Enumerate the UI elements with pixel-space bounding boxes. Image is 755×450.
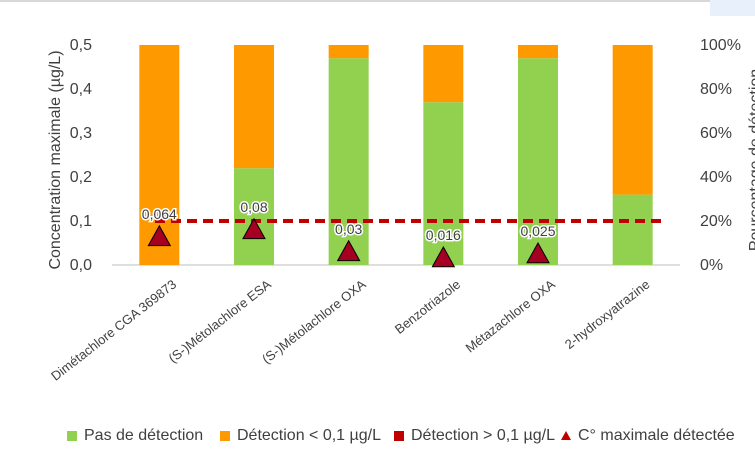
bar-segment bbox=[328, 58, 369, 266]
category-label: Dimétachlore CGA 369873 bbox=[48, 277, 179, 384]
right-tick-label: 100% bbox=[700, 37, 741, 54]
right-axis-title: Pourcentage de détection bbox=[747, 69, 755, 251]
category-label: (S-)Métolachlore OXA bbox=[259, 276, 369, 366]
max-triangle-marker bbox=[526, 241, 550, 264]
bar-segment bbox=[612, 45, 653, 195]
legend-triangle-marker bbox=[561, 431, 571, 440]
legend-square-marker bbox=[67, 431, 77, 441]
category-label: 2-hydroxyatrazine bbox=[562, 277, 653, 352]
bar-segment bbox=[518, 45, 558, 59]
right-tick-label: 80% bbox=[700, 81, 732, 98]
category-label: (S-)Métolachlore ESA bbox=[166, 276, 275, 365]
left-tick-label: 0,2 bbox=[70, 169, 92, 186]
legend-label: Détection < 0,1 µg/L bbox=[237, 427, 381, 444]
max-value-label: 0,08 bbox=[240, 199, 267, 215]
bar-segment bbox=[518, 58, 558, 266]
category-label: Benzotriazole bbox=[392, 277, 463, 337]
legend-square-marker bbox=[394, 431, 404, 441]
max-triangle-marker bbox=[336, 239, 361, 262]
left-tick-label: 0,1 bbox=[70, 213, 92, 230]
max-triangle-marker bbox=[431, 245, 456, 268]
left-tick-label: 0,4 bbox=[70, 81, 92, 98]
bar-segment bbox=[423, 102, 464, 265]
max-triangle-marker bbox=[242, 217, 266, 240]
bar-segment bbox=[423, 45, 464, 103]
max-triangle-marker bbox=[147, 224, 172, 247]
left-tick-label: 0,3 bbox=[70, 125, 92, 142]
right-tick-label: 20% bbox=[700, 213, 732, 230]
top-border bbox=[0, 0, 755, 2]
right-tick-label: 0% bbox=[700, 257, 723, 274]
legend-label: Pas de détection bbox=[84, 427, 203, 444]
corner-highlight bbox=[710, 0, 755, 16]
category-label: Métazachlore OXA bbox=[463, 276, 558, 355]
legend-label: Détection > 0,1 µg/L bbox=[411, 427, 555, 444]
left-tick-label: 0,0 bbox=[70, 257, 92, 274]
bar-segment bbox=[328, 45, 369, 59]
left-tick-label: 0,5 bbox=[70, 37, 92, 54]
legend-square-marker bbox=[220, 431, 230, 441]
bar-segment bbox=[234, 168, 274, 265]
max-value-label: 0,03 bbox=[335, 221, 362, 237]
right-tick-label: 40% bbox=[700, 169, 732, 186]
max-value-label: 0,025 bbox=[520, 223, 555, 239]
max-value-label: 0,016 bbox=[426, 227, 461, 243]
left-axis-title: Concentration maximale (µg/L) bbox=[47, 50, 64, 269]
bar-segment bbox=[234, 45, 274, 169]
legend-label: C° maximale détectée bbox=[578, 427, 735, 444]
bar-segment bbox=[612, 194, 653, 265]
max-value-label: 0,064 bbox=[142, 206, 177, 222]
right-tick-label: 60% bbox=[700, 125, 732, 142]
